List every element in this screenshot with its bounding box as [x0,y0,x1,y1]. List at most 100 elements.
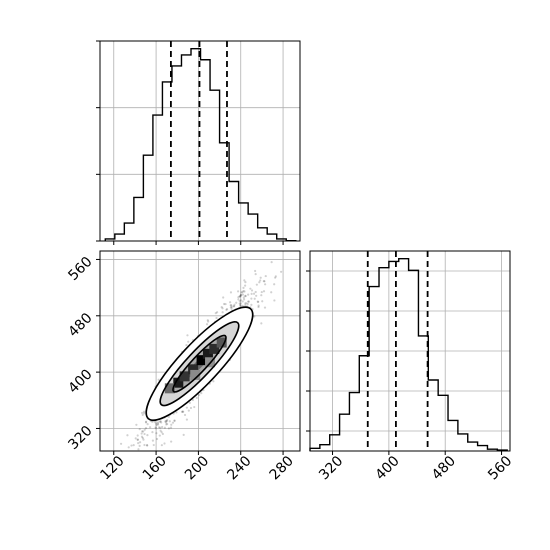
panel-joint-density: 120 160 200 240 280 320 400 480 560 [65,250,301,486]
sample-point [159,420,162,423]
sample-point [260,290,263,294]
sample-point [273,283,276,286]
sample-point [131,454,133,456]
sample-point [185,406,188,409]
sample-point [181,410,184,413]
sample-point [224,302,227,306]
sample-point [155,423,158,427]
sample-point [235,301,238,304]
sample-point [250,292,253,295]
quantile-lines [169,41,228,241]
sample-point [246,302,249,306]
sample-point [152,443,155,447]
sample-point [232,305,235,308]
sample-point [143,432,146,436]
histogram-step-y [309,257,508,451]
sample-point [237,290,240,293]
sample-point [144,452,146,454]
sample-point [239,293,243,297]
histogram-step-x [104,47,297,242]
sample-point [154,427,158,430]
sample-point [187,340,190,343]
sample-point [261,300,264,303]
sample-point [239,302,242,305]
sample-point [126,457,128,459]
sample-point [155,432,158,435]
sample-point [230,307,233,310]
sample-point [239,305,242,308]
sample-point [156,421,160,424]
panel-y-histogram: 320 400 480 560 [306,250,515,483]
sample-point [230,305,233,309]
x-tick-label: 280 [267,453,297,483]
sample-point [151,439,155,442]
sample-point [151,431,154,434]
sample-point [144,427,148,430]
sample-point [140,411,144,415]
sample-point [198,393,201,397]
sample-point [237,298,240,301]
sample-point [206,319,209,322]
sample-point [153,420,156,423]
sample-point [247,293,250,296]
x-tick-label: 200 [182,453,212,483]
panel-frame [309,250,511,452]
sample-point [229,304,232,307]
x-tick-label: 120 [97,453,127,483]
sample-point [243,290,246,293]
sample-point [255,294,258,297]
sample-point [239,295,242,298]
sample-point [149,426,152,429]
sample-point [158,426,161,429]
sample-point [239,304,242,307]
sample-point [239,299,242,302]
sample-point [185,418,189,421]
sample-point [164,421,168,424]
sample-point [136,438,139,441]
sample-point [207,320,210,323]
sample-point [256,300,259,303]
sample-point [167,415,170,418]
density-cell [164,383,175,394]
x-tick-label: 400 [373,453,403,483]
sample-point [163,426,166,429]
x-tick-labels: 120 160 200 240 280 [97,453,297,483]
sample-point [95,484,97,486]
sample-point [212,380,215,383]
panel-x-histogram [96,40,301,245]
sample-point [169,426,173,429]
sample-point [260,322,263,325]
sample-point [263,280,266,283]
axis-ticks [96,258,284,455]
sample-point [257,304,260,307]
axis-ticks [96,40,284,245]
sample-point [130,444,133,447]
sample-point [154,426,157,429]
x-tick-label: 160 [140,453,170,483]
sample-point [151,420,154,423]
sample-point [200,391,203,395]
axis-ticks [306,270,503,455]
sample-point [161,432,164,436]
sample-point [242,289,245,293]
sample-point [259,279,262,282]
sample-point [140,432,143,435]
sample-point [164,420,167,423]
sample-point [139,455,141,457]
sample-point [262,280,265,283]
sample-point [187,409,190,412]
sample-point [262,290,266,293]
sample-point [242,296,245,299]
sample-point [225,308,228,311]
sample-point [127,446,130,449]
sample-point [142,412,146,415]
sample-point [229,306,232,309]
y-tick-label: 400 [65,366,95,396]
contour-line [159,321,240,407]
sample-point [134,437,137,440]
sample-point [247,300,250,303]
sample-point [165,423,168,426]
sample-point [138,428,141,431]
sample-point [141,436,144,440]
x-tick-label: 560 [485,453,515,483]
